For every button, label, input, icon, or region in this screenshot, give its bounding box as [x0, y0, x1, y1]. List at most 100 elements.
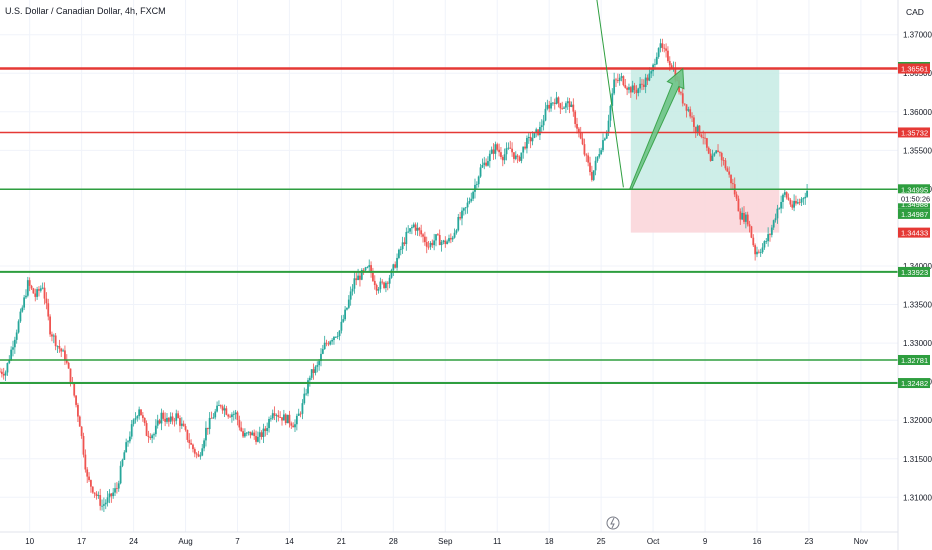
candle-body	[448, 238, 450, 242]
candle-body	[28, 280, 31, 286]
candle-body	[572, 104, 575, 112]
candle-body	[435, 234, 437, 241]
candle-body	[351, 288, 354, 292]
time-tick-label: Oct	[647, 537, 660, 546]
candle-body	[802, 198, 805, 200]
candle-body	[409, 228, 411, 232]
candle-body	[637, 88, 640, 94]
candle-body	[553, 102, 556, 104]
candle-body	[112, 492, 115, 497]
candle-body	[114, 488, 116, 493]
candle-body	[587, 155, 590, 163]
candle-body	[555, 97, 558, 104]
time-tick-label: 24	[129, 537, 138, 546]
candle-body	[479, 167, 482, 177]
candle-body	[60, 348, 63, 352]
candle-body	[798, 202, 801, 204]
candle-body	[78, 416, 81, 427]
candle-body	[258, 432, 261, 437]
candle-body	[526, 138, 528, 149]
candle-body	[457, 217, 460, 231]
candle-body	[266, 428, 269, 432]
candle-body	[244, 433, 246, 437]
candle-body	[128, 436, 131, 442]
candle-body	[284, 414, 287, 424]
candle-body	[522, 146, 525, 153]
candle-body	[231, 414, 233, 418]
candle-body	[73, 383, 76, 396]
candle-body	[160, 412, 163, 424]
currency-label[interactable]: CAD	[906, 7, 924, 17]
candle-body	[483, 162, 486, 166]
price-tag-label: 1.36561	[901, 65, 928, 74]
candle-body	[670, 65, 673, 69]
candle-body	[563, 107, 565, 109]
candle-body	[455, 230, 458, 233]
replay-icon[interactable]	[606, 516, 620, 530]
candle-body	[503, 154, 506, 161]
candle-body	[618, 77, 621, 81]
symbol-title: U.S. Dollar / Canadian Dollar, 4h, FXCM	[5, 6, 166, 16]
candle-body	[770, 227, 773, 235]
price-tick-label: 1.32000	[903, 416, 932, 425]
candle-body	[125, 442, 128, 453]
candle-body	[346, 307, 348, 310]
candle-body	[750, 226, 753, 238]
horizontal-levels	[0, 67, 898, 385]
candle-body	[180, 423, 183, 426]
candle-body	[151, 435, 154, 439]
candle-body	[21, 307, 24, 312]
candle-body	[19, 311, 22, 322]
candle-body	[726, 168, 729, 172]
candle-body	[709, 153, 712, 161]
candle-body	[327, 343, 330, 345]
candle-body	[466, 202, 469, 208]
candle-body	[462, 208, 465, 211]
candle-body	[206, 427, 209, 430]
candle-body	[164, 418, 167, 422]
candle-body	[401, 242, 404, 250]
candle-body	[633, 85, 636, 91]
candle-body	[529, 136, 532, 142]
candle-body	[64, 350, 66, 361]
candle-body	[32, 288, 35, 294]
candle-body	[80, 426, 83, 437]
candle-body	[598, 154, 601, 157]
candle-body	[718, 152, 721, 154]
price-tag-1.32482	[898, 378, 930, 389]
candle-body	[444, 240, 447, 245]
time-tick-label: 18	[545, 537, 554, 546]
candle-body	[453, 232, 456, 238]
candle-body	[548, 104, 551, 109]
candle-body	[307, 380, 309, 394]
candle-body	[236, 412, 239, 420]
candle-body	[705, 138, 708, 148]
candle-body	[743, 212, 745, 222]
candle-body	[184, 426, 187, 430]
candle-body	[468, 201, 471, 203]
candle-body	[533, 132, 536, 138]
candle-body	[119, 465, 122, 484]
candle-body	[86, 469, 89, 477]
candle-body	[759, 252, 762, 254]
candle-body	[698, 125, 701, 135]
candle-body	[566, 101, 569, 104]
candle-body	[190, 443, 193, 445]
candle-body	[308, 377, 311, 381]
candle-body	[607, 120, 610, 133]
time-tick-label: Sep	[438, 537, 453, 546]
candle-body	[639, 83, 642, 89]
candle-body	[615, 79, 617, 81]
candle-body	[429, 242, 432, 247]
candle-body	[626, 87, 629, 90]
candle-body	[282, 414, 285, 421]
candle-body	[407, 231, 410, 233]
candle-body	[173, 420, 176, 422]
candle-body	[570, 104, 573, 107]
candle-body	[576, 123, 578, 129]
candle-body	[500, 152, 502, 157]
time-tick-label: 9	[703, 537, 708, 546]
candle-body	[507, 147, 510, 149]
candle-body	[396, 257, 398, 268]
